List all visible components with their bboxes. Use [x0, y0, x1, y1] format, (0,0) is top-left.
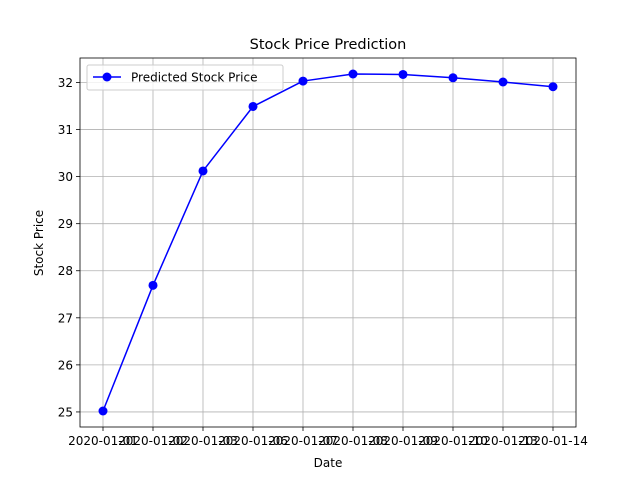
series-lines — [102, 73, 554, 412]
y-tick-label: 26 — [58, 358, 73, 372]
y-tick-label: 27 — [58, 311, 73, 325]
legend: Predicted Stock Price — [86, 64, 284, 91]
y-axis-ticks: 25 26 27 28 29 30 31 32 — [58, 76, 80, 419]
data-point — [398, 69, 408, 79]
y-tick-label: 25 — [58, 405, 73, 419]
x-tick-label: 2020-01-01 — [68, 434, 138, 448]
y-tick-label: 31 — [58, 123, 73, 137]
data-point — [98, 406, 108, 416]
legend-label: Predicted Stock Price — [131, 71, 257, 85]
series-markers — [98, 69, 558, 416]
legend-box — [86, 64, 284, 91]
y-tick-label: 32 — [58, 76, 73, 90]
y-tick-label: 28 — [58, 264, 73, 278]
data-point — [248, 101, 258, 111]
data-point — [548, 82, 558, 92]
series-line — [102, 73, 554, 412]
data-point — [448, 73, 458, 83]
y-tick-label: 29 — [58, 217, 73, 231]
data-point — [498, 77, 508, 87]
data-point — [198, 166, 208, 176]
data-point — [348, 69, 358, 79]
y-tick-label: 30 — [58, 170, 73, 184]
y-axis-label: Stock Price — [32, 210, 46, 276]
chart-title: Stock Price Prediction — [250, 37, 407, 53]
x-axis-ticks: 2020-01-012020-01-022020-01-032020-01-06… — [68, 427, 588, 448]
x-tick-label: 2020-01-07 — [268, 434, 338, 448]
grid-lines — [80, 58, 576, 427]
x-tick-label: 2020-01-13 — [468, 434, 538, 448]
x-tick-label: 2020-01-02 — [118, 434, 188, 448]
x-tick-label: 2020-01-09 — [368, 434, 438, 448]
legend-marker-swatch — [102, 72, 112, 82]
x-tick-label: 2020-01-03 — [168, 434, 238, 448]
x-axis-label: Date — [314, 456, 343, 470]
x-tick-label: 2020-01-08 — [318, 434, 388, 448]
data-point — [148, 280, 158, 290]
x-tick-label: 2020-01-10 — [418, 434, 488, 448]
data-point — [298, 76, 308, 86]
x-tick-label: 2020-01-06 — [218, 434, 288, 448]
x-tick-label: 2020-01-14 — [518, 434, 588, 448]
plot-area-frame — [79, 57, 577, 428]
